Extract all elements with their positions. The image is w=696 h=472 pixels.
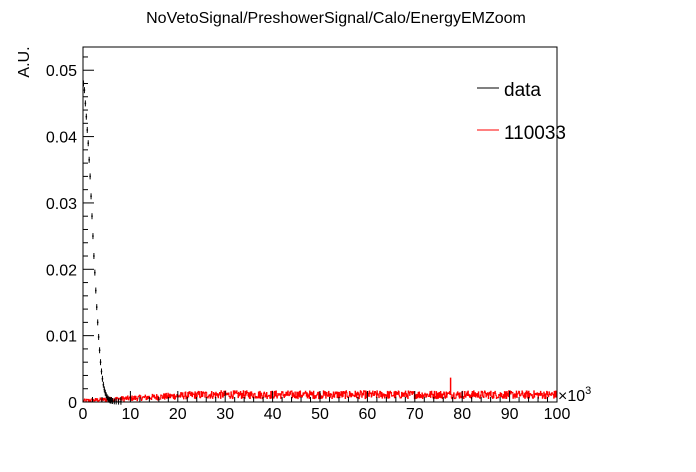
y-tick-label: 0.05	[46, 63, 77, 80]
data-point	[115, 400, 117, 403]
data-point	[90, 195, 92, 198]
data-point	[108, 398, 110, 401]
chart-title: NoVetoSignal/PreshowerSignal/Calo/Energy…	[146, 10, 526, 27]
y-tick-label: 0.02	[46, 262, 77, 279]
data-point	[87, 142, 89, 144]
x-axis: 0 10 20 30 40 50 60 70 80 90 100	[79, 391, 571, 423]
y-tick-label: 0	[68, 395, 77, 412]
data-point	[97, 336, 100, 338]
x-tick-label: 0	[79, 406, 88, 423]
series-data	[82, 80, 122, 405]
y-tick-label: 0.04	[46, 130, 77, 147]
data-point	[95, 289, 97, 292]
data-point	[111, 400, 114, 402]
plot-frame	[82, 46, 558, 403]
x-axis-multiplier-base: ×10	[558, 388, 585, 405]
data-point	[98, 349, 101, 351]
legend: data 110033	[477, 80, 566, 144]
data-point	[113, 400, 116, 403]
legend-label-data: data	[504, 80, 541, 101]
x-tick-label: 100	[544, 406, 571, 423]
data-point	[100, 370, 103, 373]
data-point	[94, 271, 96, 274]
x-tick-label: 20	[169, 406, 187, 423]
x-tick-label: 50	[311, 406, 329, 423]
y-axis: 0 0.01 0.02 0.03 0.04 0.05	[46, 56, 94, 412]
data-point	[88, 159, 90, 161]
data-point	[85, 115, 88, 118]
data-point	[106, 396, 108, 399]
data-point	[99, 361, 102, 363]
x-tick-label: 30	[216, 406, 234, 423]
x-axis-multiplier-exponent: 3	[585, 385, 591, 397]
data-point	[104, 391, 107, 394]
data-point	[105, 394, 107, 397]
data-point	[101, 378, 104, 380]
x-tick-label: 60	[359, 406, 377, 423]
y-tick-label: 0.03	[46, 196, 77, 213]
data-point	[96, 321, 99, 324]
data-point	[83, 89, 86, 91]
y-tick-label: 0.01	[46, 329, 77, 346]
x-axis-multiplier: ×103	[558, 385, 591, 405]
data-point	[95, 306, 98, 308]
data-point	[117, 400, 120, 403]
x-tick-label: 10	[122, 406, 140, 423]
x-tick-label: 90	[501, 406, 519, 423]
y-axis-label: A.U.	[16, 46, 33, 77]
data-point	[92, 235, 94, 237]
data-point	[102, 383, 105, 386]
x-tick-label: 80	[453, 406, 471, 423]
data-point	[107, 397, 109, 400]
x-tick-label: 40	[264, 406, 282, 423]
data-point	[84, 102, 87, 105]
data-point	[109, 399, 111, 402]
data-point	[103, 388, 106, 391]
data-point	[89, 175, 91, 178]
data-point	[86, 129, 89, 131]
x-tick-label: 70	[406, 406, 424, 423]
data-point	[91, 215, 93, 217]
data-point	[93, 255, 95, 257]
legend-label-110033: 110033	[504, 123, 566, 144]
